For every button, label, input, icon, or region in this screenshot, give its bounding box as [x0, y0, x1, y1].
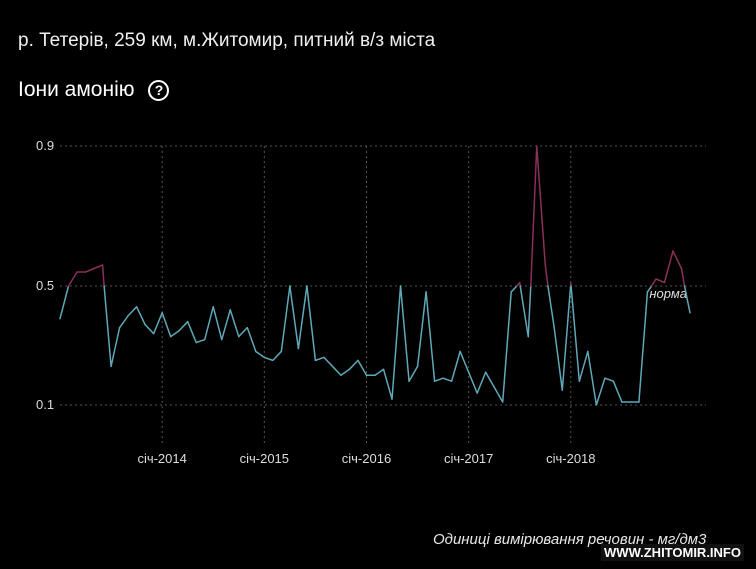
series-segment — [536, 145, 547, 266]
series-segment — [650, 278, 657, 287]
series-segment — [527, 285, 532, 338]
title-row: Іони амонію ? — [18, 78, 170, 102]
series-segment — [587, 350, 598, 406]
series-segment — [544, 264, 549, 287]
series-segment — [178, 320, 189, 332]
series-segment — [110, 326, 121, 368]
series-segment — [604, 377, 615, 382]
series-segment — [680, 267, 686, 287]
series-segment — [289, 285, 300, 350]
location-title: р. Тетерів, 259 км, м.Житомир, питний в/… — [18, 30, 436, 51]
series-segment — [416, 291, 427, 368]
series-segment — [118, 315, 129, 329]
series-segment — [459, 350, 470, 374]
chart-title: Іони амонію — [18, 78, 135, 101]
series-segment — [374, 368, 385, 376]
series-segment — [530, 145, 538, 287]
series-segment — [467, 371, 478, 394]
series-segment — [84, 267, 95, 273]
y-tick-label: 0.5 — [36, 278, 54, 293]
series-segment — [646, 285, 653, 293]
series-segment — [314, 356, 325, 362]
series-segment — [186, 320, 197, 344]
series-segment — [442, 377, 453, 382]
series-segment — [433, 377, 444, 382]
series-segment — [408, 365, 419, 382]
series-segment — [144, 323, 155, 335]
x-tick-label: січ-2014 — [137, 451, 186, 466]
series-segment — [570, 285, 581, 382]
series-segment — [331, 365, 342, 376]
series-segment — [195, 338, 206, 344]
x-tick-label: січ-2015 — [240, 451, 289, 466]
question-circle-icon[interactable]: ? — [148, 79, 170, 101]
series-segment — [547, 285, 555, 326]
series-segment — [655, 278, 666, 284]
series-segment — [553, 323, 564, 391]
series-segment — [484, 371, 495, 388]
series-segment — [561, 285, 572, 391]
series-segment — [103, 285, 112, 368]
series-segment — [348, 359, 359, 371]
series-segment — [425, 291, 436, 382]
x-tick-label: січ-2018 — [546, 451, 595, 466]
series-segment — [493, 386, 504, 403]
series-segment — [221, 309, 232, 341]
series-segment — [246, 326, 257, 353]
y-tick-label: 0.1 — [36, 397, 54, 412]
series-segment — [578, 350, 589, 382]
series-segment — [663, 250, 674, 284]
series-segment — [59, 285, 70, 320]
series-segment — [399, 285, 410, 382]
series-segment — [357, 359, 368, 376]
series-segment — [501, 291, 512, 403]
series-segment — [169, 329, 180, 338]
x-tick-label: січ-2017 — [444, 451, 493, 466]
series-segment — [672, 250, 683, 270]
series-segment — [135, 306, 146, 326]
series-segment — [161, 312, 172, 338]
watermark: WWW.ZHITOMIR.INFO — [601, 544, 744, 561]
series-segment — [272, 350, 283, 362]
series-segment — [101, 264, 105, 287]
series-segment — [612, 380, 623, 403]
series-segment — [152, 312, 163, 335]
series-segment — [476, 371, 487, 394]
x-tick-label: січ-2016 — [342, 451, 391, 466]
series-segment — [638, 291, 649, 403]
series-segment — [238, 326, 249, 338]
series-segment — [340, 368, 351, 376]
series-segment — [93, 264, 104, 270]
y-tick-label: 0.9 — [36, 138, 54, 153]
series-segment — [306, 285, 317, 362]
series-segment — [510, 285, 518, 293]
series-segment — [450, 350, 461, 382]
series-segment — [263, 356, 274, 362]
series-segment — [391, 285, 402, 400]
series-segment — [67, 271, 78, 287]
series-segment — [323, 356, 334, 368]
norm-label: норма — [649, 286, 687, 301]
series-segment — [212, 306, 223, 341]
series-segment — [229, 309, 240, 338]
series-segment — [595, 377, 606, 406]
series-segment — [683, 285, 691, 314]
series-segment — [280, 285, 291, 353]
units-note: Одиниці вимірювання речовин - мг/дм3 — [433, 531, 707, 548]
series-segment — [255, 350, 266, 359]
series-segment — [203, 306, 214, 341]
series-segment — [519, 285, 529, 338]
series-segment — [297, 285, 308, 350]
series-segment — [382, 368, 393, 400]
series-segment — [127, 306, 138, 317]
